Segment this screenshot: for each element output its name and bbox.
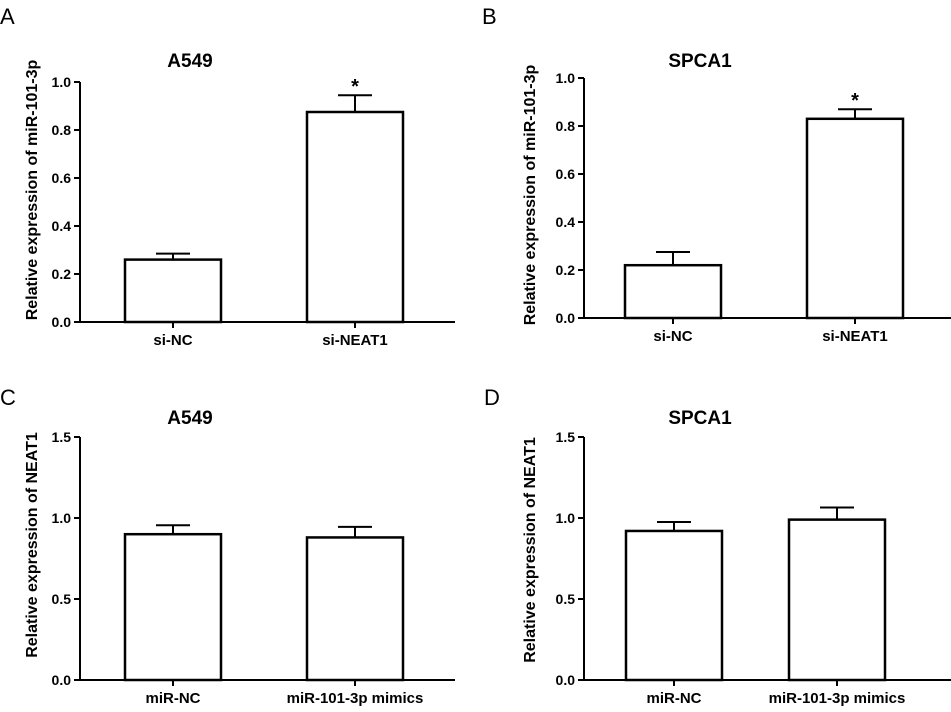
- y-tick-label: 1.0: [52, 74, 72, 90]
- bar: [305, 110, 405, 324]
- y-tick-label: 0.2: [556, 262, 576, 278]
- y-tick-label: 1.0: [52, 510, 72, 526]
- y-tick-label: 0.6: [556, 166, 576, 182]
- category-label: miR-NC: [146, 690, 201, 707]
- category-label: si-NEAT1: [322, 332, 388, 349]
- plot-area: 0.0 0.2 0.4 0.6 0.8 1.0 si-NC si-NEAT1 *: [556, 70, 951, 345]
- y-axis-label: Relative expression of miR-101-3p: [522, 65, 539, 326]
- bar: [123, 258, 223, 324]
- y-tick-label: 0.5: [52, 591, 72, 607]
- panel-letter: D: [484, 385, 500, 410]
- category-label: miR-101-3p mimics: [769, 690, 906, 707]
- y-tick-label: 0.5: [556, 591, 576, 607]
- panel-d: D SPCA1 Relative expression of NEAT1 0.0…: [484, 385, 951, 707]
- plot-area: 0.0 0.2 0.4 0.6 0.8 1.0 si-NC si-NEAT1 *: [52, 74, 455, 349]
- plot-area: 0.0 0.5 1.0 1.5 miR-NC miR-101-3p mimics: [556, 429, 951, 707]
- panel-c: C A549 Relative expression of NEAT1 0.00…: [0, 385, 455, 707]
- bar: [123, 532, 223, 682]
- y-axis-label: Relative expression of NEAT1: [24, 432, 41, 658]
- significance-marker: *: [851, 90, 859, 112]
- category-label: miR-NC: [647, 690, 702, 707]
- panel-letter: A: [0, 4, 15, 29]
- panel-title: A549: [167, 51, 212, 72]
- panel-letter: B: [482, 4, 497, 29]
- y-tick-label: 0.0: [556, 310, 576, 326]
- panel-letter: C: [0, 385, 16, 410]
- y-tick-label: 0.0: [52, 672, 72, 688]
- y-tick-label: 0.4: [52, 218, 72, 234]
- significance-marker: *: [351, 76, 359, 98]
- bar: [624, 529, 724, 682]
- category-label: miR-101-3p mimics: [287, 690, 424, 707]
- panel-a: A A549 Relative expression of miR-101-3p…: [0, 4, 455, 349]
- y-tick-label: 0.4: [556, 214, 576, 230]
- y-axis-label: Relative expression of miR-101-3p: [24, 60, 41, 321]
- bar: [305, 536, 405, 682]
- y-tick-label: 1.0: [556, 70, 576, 86]
- y-axis-label: Relative expression of NEAT1: [522, 437, 539, 663]
- bar: [787, 518, 887, 682]
- y-tick-label: 0.8: [52, 122, 72, 138]
- bar: [623, 263, 723, 320]
- y-tick-label: 0.2: [52, 266, 72, 282]
- y-tick-label: 0.0: [52, 314, 72, 330]
- panel-b: B SPCA1 Relative expression of miR-101-3…: [482, 4, 951, 345]
- panel-title: SPCA1: [668, 408, 732, 429]
- panel-title: SPCA1: [668, 51, 732, 72]
- y-tick-label: 0.8: [556, 118, 576, 134]
- category-label: si-NEAT1: [822, 328, 888, 345]
- y-tick-label: 1.0: [556, 510, 576, 526]
- bar: [805, 117, 905, 320]
- category-label: si-NC: [153, 332, 192, 349]
- plot-area: 0.0 0.5 1.0 1.5 miR-NC miR-101-3p mimics: [52, 429, 455, 707]
- panel-title: A549: [167, 408, 212, 429]
- y-tick-label: 1.5: [556, 429, 576, 445]
- y-tick-label: 1.5: [52, 429, 72, 445]
- y-tick-label: 0.6: [52, 170, 72, 186]
- category-label: si-NC: [653, 328, 692, 345]
- y-tick-label: 0.0: [556, 672, 576, 688]
